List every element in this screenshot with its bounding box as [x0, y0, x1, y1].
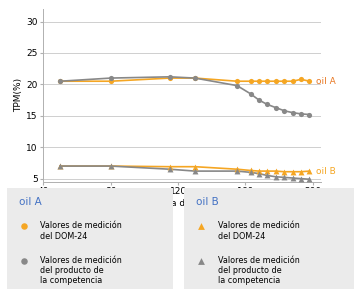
Point — [290, 79, 296, 84]
Point — [256, 98, 262, 103]
Point — [234, 79, 240, 84]
Y-axis label: TPM(%): TPM(%) — [14, 78, 23, 112]
Point — [298, 111, 304, 116]
Point — [234, 167, 240, 172]
Point — [273, 174, 279, 179]
Text: oil A: oil A — [316, 77, 336, 86]
Point — [192, 76, 198, 80]
Point — [265, 79, 270, 84]
Text: Valores de medición
del producto de
la competencia: Valores de medición del producto de la c… — [40, 256, 122, 285]
Point — [57, 164, 63, 168]
Point — [248, 79, 253, 84]
FancyBboxPatch shape — [179, 185, 359, 292]
Text: oil A: oil A — [19, 197, 42, 207]
Point — [167, 74, 173, 79]
Point — [198, 224, 204, 229]
Point — [265, 102, 270, 107]
Point — [198, 258, 204, 263]
X-axis label: Temperatura del aceite (°C): Temperatura del aceite (°C) — [119, 199, 245, 208]
Point — [167, 167, 173, 172]
Point — [290, 110, 296, 115]
Point — [248, 168, 253, 173]
Point — [248, 170, 253, 175]
Point — [256, 171, 262, 176]
Point — [57, 79, 63, 84]
Text: oil B: oil B — [196, 197, 219, 207]
Point — [248, 91, 253, 96]
Point — [290, 176, 296, 180]
Point — [192, 164, 198, 169]
Point — [265, 173, 270, 178]
Point — [306, 177, 312, 182]
Point — [108, 164, 114, 168]
Point — [290, 169, 296, 174]
Point — [273, 105, 279, 110]
Point — [281, 79, 287, 84]
Point — [192, 76, 198, 80]
Point — [265, 169, 270, 173]
Point — [108, 76, 114, 80]
Text: oil B: oil B — [316, 167, 336, 176]
Point — [306, 112, 312, 117]
Point — [167, 164, 173, 169]
Point — [306, 79, 312, 84]
Point — [273, 169, 279, 173]
Point — [281, 108, 287, 113]
Point — [234, 169, 240, 173]
Point — [108, 164, 114, 168]
Text: Valores de medición
del DOM-24: Valores de medición del DOM-24 — [218, 221, 300, 240]
Point — [192, 169, 198, 173]
Point — [298, 169, 304, 174]
Point — [298, 77, 304, 82]
FancyBboxPatch shape — [2, 185, 178, 292]
Text: Valores de medición
del DOM-24: Valores de medición del DOM-24 — [40, 221, 122, 240]
Point — [306, 169, 312, 173]
Point — [281, 169, 287, 174]
Point — [234, 83, 240, 88]
Point — [298, 176, 304, 181]
Point — [256, 79, 262, 84]
Point — [167, 76, 173, 80]
Point — [281, 175, 287, 180]
Point — [273, 79, 279, 84]
Point — [256, 169, 262, 173]
Point — [21, 258, 27, 263]
Point — [57, 164, 63, 168]
Point — [21, 224, 27, 229]
Text: Valores de medición
del producto de
la competencia: Valores de medición del producto de la c… — [218, 256, 300, 285]
Point — [57, 79, 63, 84]
Point — [108, 79, 114, 84]
